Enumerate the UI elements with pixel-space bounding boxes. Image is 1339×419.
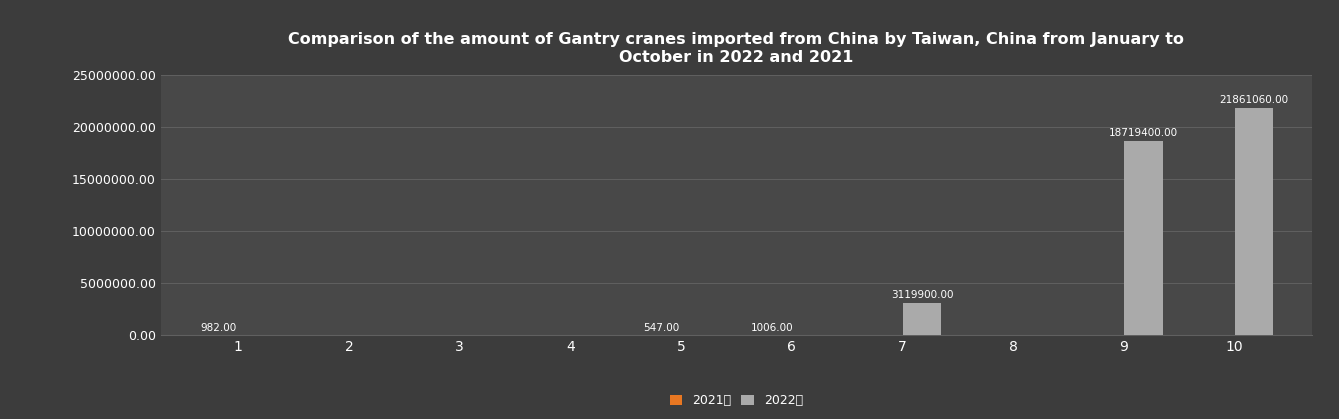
Text: 3119900.00: 3119900.00: [890, 290, 953, 300]
Text: 1006.00: 1006.00: [751, 323, 794, 333]
Legend: 2021年, 2022年: 2021年, 2022年: [665, 389, 807, 412]
Text: 21861060.00: 21861060.00: [1220, 96, 1288, 106]
Bar: [1235, 108, 1273, 335]
Text: 547.00: 547.00: [644, 323, 680, 333]
Bar: [1123, 141, 1162, 335]
Bar: [902, 303, 941, 335]
Title: Comparison of the amount of Gantry cranes imported from China by Taiwan, China f: Comparison of the amount of Gantry crane…: [288, 32, 1185, 65]
Text: 982.00: 982.00: [201, 323, 237, 333]
Text: 18719400.00: 18719400.00: [1109, 128, 1178, 138]
